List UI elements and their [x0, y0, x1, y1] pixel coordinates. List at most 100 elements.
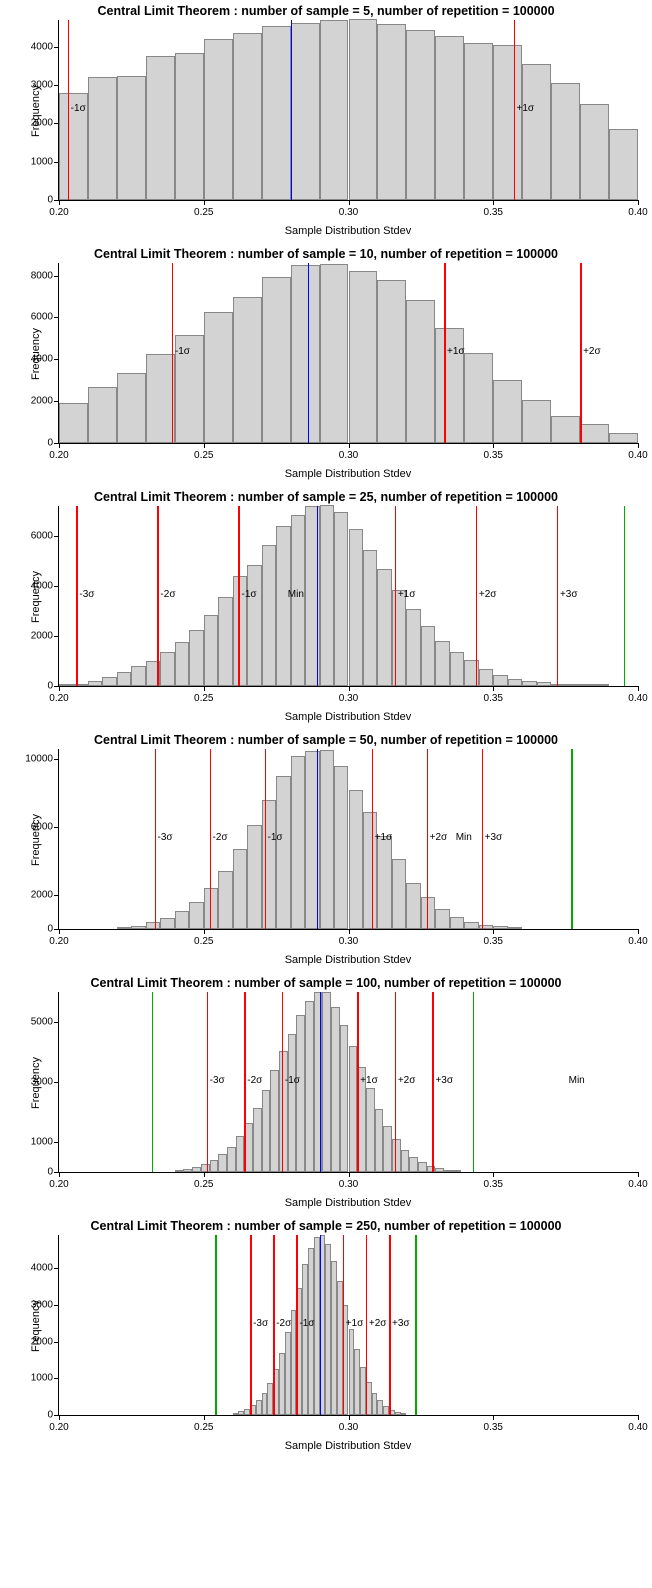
histogram-bar: [508, 679, 522, 687]
histogram-bar: [349, 271, 378, 443]
chart-panel: Central Limit Theorem : number of sample…: [0, 0, 652, 237]
y-tick-label: 1000: [17, 1373, 53, 1384]
minmax-line: [152, 992, 154, 1172]
y-tick-mark: [54, 1082, 59, 1083]
x-tick-label: 0.35: [484, 1422, 503, 1433]
x-tick-mark: [493, 929, 494, 934]
y-tick-label: 4000: [17, 1263, 53, 1274]
y-tick-mark: [54, 1378, 59, 1379]
sigma-line: [250, 1235, 252, 1415]
histogram-bar: [580, 104, 609, 200]
sigma-label: +2σ: [398, 1075, 416, 1086]
y-tick-label: 1000: [17, 156, 53, 167]
sigma-line: [343, 1235, 345, 1415]
x-tick-label: 0.30: [339, 450, 358, 461]
histogram-bar: [406, 30, 435, 200]
histogram-bar: [366, 1088, 375, 1172]
histogram-bar: [340, 1025, 349, 1172]
sigma-label: +2σ: [430, 832, 448, 843]
x-tick-mark: [349, 929, 350, 934]
histogram-bar: [334, 512, 348, 686]
x-axis-label: Sample Distribution Stdev: [0, 225, 652, 237]
y-axis-label: Frequency: [30, 571, 42, 623]
histogram-bar: [305, 1001, 314, 1172]
sigma-line: [157, 506, 159, 686]
sigma-label: +1σ: [346, 1318, 364, 1329]
histogram-bar: [421, 626, 435, 686]
histogram-bar: [450, 917, 464, 929]
sigma-line: [296, 1235, 298, 1415]
histogram-bar: [464, 353, 493, 443]
x-tick-mark: [204, 200, 205, 205]
histogram-bar: [320, 750, 334, 929]
histogram-bar: [322, 992, 331, 1172]
x-tick-mark: [349, 1172, 350, 1177]
histogram-bar: [363, 550, 377, 686]
chart-title: Central Limit Theorem : number of sample…: [0, 0, 652, 20]
histogram-bar: [522, 400, 551, 443]
y-tick-mark: [54, 1022, 59, 1023]
x-axis-label: Sample Distribution Stdev: [0, 711, 652, 723]
y-tick-label: 4000: [17, 354, 53, 365]
x-tick-mark: [204, 929, 205, 934]
y-tick-mark: [54, 401, 59, 402]
x-tick-mark: [349, 1415, 350, 1420]
histogram-bar: [262, 26, 291, 200]
chart-title: Central Limit Theorem : number of sample…: [0, 1215, 652, 1235]
histogram-bar: [247, 825, 261, 929]
x-tick-label: 0.20: [49, 207, 68, 218]
x-tick-label: 0.25: [194, 693, 213, 704]
histogram-bar: [464, 922, 478, 929]
sigma-label: +1σ: [517, 103, 535, 114]
histogram-bar: [406, 300, 435, 443]
histogram-bar: [444, 1170, 453, 1172]
sigma-line: [389, 1235, 391, 1415]
sigma-label: -3σ: [253, 1318, 268, 1329]
sigma-line: [265, 749, 267, 929]
histogram-bar: [377, 836, 391, 929]
y-tick-mark: [54, 123, 59, 124]
x-tick-mark: [59, 1415, 60, 1420]
x-tick-label: 0.40: [628, 693, 647, 704]
y-tick-mark: [54, 85, 59, 86]
chart-panel: Central Limit Theorem : number of sample…: [0, 1215, 652, 1452]
histogram-bar: [401, 1150, 410, 1173]
histogram-bar: [192, 1167, 201, 1172]
histogram-bar: [334, 766, 348, 929]
x-axis-label: Sample Distribution Stdev: [0, 1197, 652, 1209]
x-tick-label: 0.20: [49, 693, 68, 704]
y-tick-mark: [54, 536, 59, 537]
histogram-bar: [522, 64, 551, 200]
histogram-bar: [479, 669, 493, 687]
plot-area: -3σ-2σ-1σ+1σ+2σ+3σMin020006000100000.200…: [58, 749, 638, 930]
sigma-line: [357, 992, 359, 1172]
y-tick-label: 0: [17, 924, 53, 935]
histogram-bar: [59, 403, 88, 443]
sigma-line: [476, 506, 478, 686]
histogram-bar: [580, 684, 594, 686]
y-tick-mark: [54, 759, 59, 760]
chart-panel: Central Limit Theorem : number of sample…: [0, 972, 652, 1209]
chart-title: Central Limit Theorem : number of sample…: [0, 243, 652, 263]
histogram-bar: [331, 1007, 340, 1172]
histogram-bar: [375, 1109, 384, 1172]
histogram-bar: [227, 1147, 236, 1173]
histogram-bar: [204, 39, 233, 200]
y-tick-mark: [54, 276, 59, 277]
y-tick-label: 1000: [17, 1137, 53, 1148]
y-tick-label: 3000: [17, 80, 53, 91]
x-axis-label: Sample Distribution Stdev: [0, 468, 652, 480]
histogram-bar: [383, 1126, 392, 1173]
sigma-line: [207, 992, 209, 1172]
x-tick-label: 0.35: [484, 936, 503, 947]
minmax-line: [415, 1235, 417, 1415]
chart-title: Central Limit Theorem : number of sample…: [0, 486, 652, 506]
histogram-bar: [88, 387, 117, 444]
histogram-bar: [349, 529, 363, 687]
sigma-line: [68, 20, 70, 200]
x-tick-mark: [638, 200, 639, 205]
histogram-bar: [409, 1157, 418, 1172]
histogram-bar: [59, 684, 73, 686]
x-axis-label: Sample Distribution Stdev: [0, 1440, 652, 1452]
x-tick-mark: [59, 686, 60, 691]
